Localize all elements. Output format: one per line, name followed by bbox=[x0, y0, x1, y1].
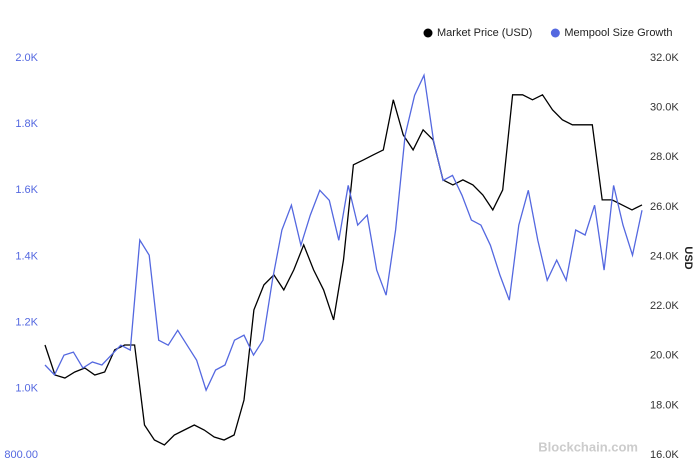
y-tick-label: 1.8K bbox=[15, 118, 38, 130]
y-tick-label: 2.0K bbox=[15, 52, 38, 64]
y-tick-label: 1.0K bbox=[15, 383, 38, 395]
legend-marker bbox=[550, 28, 560, 38]
y-tick-label: 1.6K bbox=[15, 184, 38, 196]
y2-axis-label: USD bbox=[682, 246, 694, 269]
series-line bbox=[44, 93, 643, 446]
y-tick-label: 1.2K bbox=[15, 317, 38, 329]
y2-tick-label: 30.0K bbox=[650, 102, 679, 114]
legend-label: Market Price (USD) bbox=[437, 27, 532, 39]
y2-tick-label: 26.0K bbox=[650, 201, 679, 213]
watermark: Blockchain.com bbox=[538, 439, 638, 454]
y-tick-label: 1.4K bbox=[15, 250, 38, 262]
legend-marker bbox=[423, 28, 433, 38]
series-line bbox=[44, 72, 643, 392]
y2-tick-label: 32.0K bbox=[650, 52, 679, 64]
legend-label: Mempool Size Growth bbox=[564, 27, 672, 39]
y2-tick-label: 16.0K bbox=[650, 449, 679, 461]
y2-tick-label: 20.0K bbox=[650, 350, 679, 362]
y-tick-label: 800.00 bbox=[4, 449, 38, 461]
y2-tick-label: 18.0K bbox=[650, 399, 679, 411]
y2-tick-label: 28.0K bbox=[650, 151, 679, 163]
y2-tick-label: 24.0K bbox=[650, 250, 679, 262]
y2-tick-label: 22.0K bbox=[650, 300, 679, 312]
